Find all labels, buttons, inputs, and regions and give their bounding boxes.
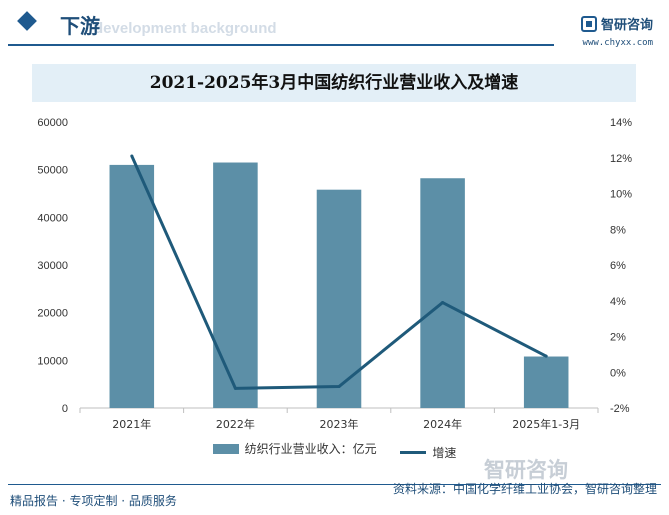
revenue-bar — [523, 356, 569, 408]
y-right-tick-label: 14% — [610, 117, 632, 129]
legend-item-growth: 增速 — [400, 444, 456, 461]
growth-point — [130, 154, 134, 158]
chart-title-bar: 2021-2025年3月中国纺织行业营业收入及增速 — [32, 64, 636, 102]
y-left-tick-label: 30000 — [37, 260, 68, 272]
y-right-tick-label: 0% — [610, 367, 626, 379]
y-left-tick-label: 20000 — [37, 308, 68, 320]
revenue-bar — [420, 178, 465, 408]
legend-label-growth: 增速 — [432, 445, 457, 460]
y-right-tick-label: -2% — [610, 403, 630, 415]
legend-line-swatch — [400, 450, 427, 454]
y-right-tick-label: 2% — [610, 332, 626, 344]
y-left-tick-label: 10000 — [37, 355, 68, 367]
legend-label-revenue: 纺织行业营业收入：亿元 — [244, 442, 377, 456]
brand-watermark: 智研咨询 — [484, 458, 568, 482]
brand: 智研咨询 www.chyxx.com — [580, 14, 653, 48]
y-right-tick-label: 6% — [610, 260, 626, 272]
footer-slogan: 精品报告 · 专项定制 · 品质服务 — [10, 494, 177, 508]
header-divider — [8, 44, 554, 46]
x-tick-label: 2024年 — [423, 417, 462, 431]
y-right-tick-label: 8% — [610, 224, 626, 236]
y-left-tick-label: 50000 — [37, 165, 68, 177]
y-right-tick-label: 10% — [610, 189, 632, 201]
x-tick-label: 2022年 — [216, 417, 255, 431]
legend: 纺织行业营业收入：亿元 增速 — [0, 440, 669, 461]
revenue-bar — [109, 164, 155, 408]
section-title: 下游 — [60, 14, 100, 38]
brand-url: www.chyxx.com — [582, 37, 653, 48]
header: development background 下游 智研咨询 www.chyxx… — [0, 0, 669, 60]
x-tick-label: 2023年 — [320, 417, 359, 431]
x-tick-label: 2021年 — [112, 417, 151, 431]
footer-source: 资料来源：中国化学纤维工业协会，智研咨询整理 — [392, 482, 657, 496]
growth-point — [337, 385, 341, 389]
section-subtitle: development background — [94, 20, 277, 37]
y-left-tick-label: 60000 — [37, 117, 68, 129]
legend-item-revenue: 纺织行业营业收入：亿元 — [212, 440, 377, 457]
y-right-tick-label: 12% — [610, 153, 632, 165]
revenue-bar — [316, 189, 362, 408]
brand-name: 智研咨询 — [600, 18, 653, 33]
growth-point — [544, 354, 548, 358]
legend-bar-swatch — [212, 443, 239, 454]
growth-point — [233, 386, 237, 390]
y-right-tick-label: 4% — [610, 296, 626, 308]
brand-logo-icon — [580, 15, 597, 32]
revenue-bar — [213, 162, 258, 408]
y-left-tick-label: 40000 — [37, 212, 68, 224]
footer-divider — [8, 484, 661, 485]
growth-point — [441, 301, 445, 305]
chart-canvas: 0 10000 20000 30000 40000 50000 60000 -2% 0% 2% 4%… — [37, 117, 632, 431]
y-left-tick-label: 0 — [62, 403, 68, 415]
x-tick-label: 2025年1-3月 — [512, 417, 580, 431]
brand-logo: 智研咨询 — [580, 14, 653, 33]
chart-title: 2021-2025年3月中国纺织行业营业收入及增速 — [149, 73, 519, 93]
